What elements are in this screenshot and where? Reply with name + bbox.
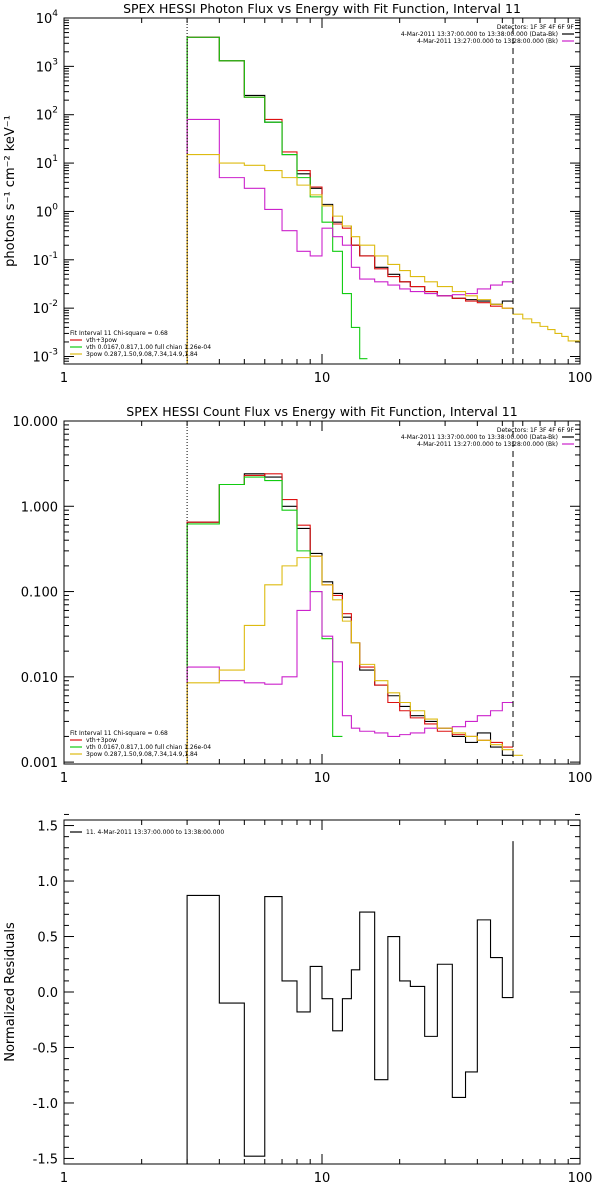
y-tick-label: -0.5 [33,1041,58,1056]
y-tick-label: 0.001 [21,756,58,771]
y-tick-label: 10-1 [32,251,58,269]
legend-entry: 4-Mar-2011 13:27:00.000 to 13:28:00.000 … [417,441,558,448]
legend-entry: vth 0.0167,0.817,1.00 full chian 1.26e-0… [86,344,211,351]
legend-entry: 11. 4-Mar-2011 13:37:00.000 to 13:38:00.… [86,829,224,836]
y-tick-label: 1.5 [37,820,58,835]
series-line-3 [186,476,343,764]
y-tick-label: 0.100 [21,586,58,601]
series-line-4 [186,118,514,364]
legend-entry: vth+3pow [86,737,117,744]
x-tick-label: 10 [314,371,331,386]
series-line-1 [186,36,514,364]
x-tick-label: 100 [568,1171,593,1186]
y-tick-label: -1.0 [33,1097,58,1112]
series-line-2 [186,36,514,364]
y-axis-label: Normalized Residuals [3,922,18,1062]
y-tick-label: 101 [36,154,58,172]
y-tick-label: 102 [36,106,58,124]
legend-entry: Detectors: 1F 3F 4F 6F 9F [497,427,575,434]
series-line-5 [186,555,523,764]
legend-entry: Fit Interval 11 Chi-square = 0.68 [70,330,168,337]
y-tick-label: 10-3 [32,348,58,366]
chart-title: SPEX HESSI Count Flux vs Energy with Fit… [126,404,517,419]
y-tick-label: 103 [36,57,58,75]
legend-entry: 4-Mar-2011 13:37:00.000 to 13:38:00.000 … [401,434,558,441]
series-line-5 [186,154,580,364]
legend-entry: 3pow 0.287,1.50,9.08,7.34,14.9,1.84 [86,751,198,758]
y-tick-label: 10.000 [13,415,59,430]
series-line-1 [186,841,514,1164]
legend-entry: 4-Mar-2011 13:27:00.000 to 13:28:00.000 … [417,38,558,45]
legend-entry: Fit Interval 11 Chi-square = 0.68 [70,730,168,737]
legend-entry: Detectors: 1F 3F 4F 6F 9F [497,24,575,31]
series-line-3 [186,36,368,364]
x-tick-label: 1 [60,771,68,786]
series-line-1 [186,473,514,764]
y-tick-label: -1.5 [33,1152,58,1167]
x-tick-label: 1 [60,371,68,386]
chart-title: SPEX HESSI Photon Flux vs Energy with Fi… [123,1,521,16]
series-line-2 [186,473,514,764]
x-tick-label: 100 [568,371,593,386]
chart-panel-1: SPEX HESSI Photon Flux vs Energy with Fi… [3,1,592,386]
y-tick-label: 10-2 [32,299,58,317]
x-tick-label: 10 [314,771,331,786]
y-tick-label: 0.5 [37,931,58,946]
y-tick-label: 1.000 [21,500,58,515]
y-tick-label: 0.010 [21,671,58,686]
chart-panel-3: 1 10 100 1.5 1.0 0.5 0.0 -0.5 -1.0 -1.5 Normalized… [3,813,593,1186]
y-tick-label: 1.0 [37,875,58,890]
legend-entry: vth+3pow [86,337,117,344]
x-tick-label: 1 [60,1171,68,1186]
y-axis-label: photons s⁻¹ cm⁻² keV⁻¹ [3,115,18,267]
x-tick-label: 10 [314,1171,331,1186]
series-line-4 [186,591,514,764]
legend-entry: 3pow 0.287,1.50,9.08,7.34,14.9,1.84 [86,351,198,358]
y-tick-label: 100 [36,202,59,220]
legend-entry: vth 0.0167,0.817,1.00 full chian 1.26e-0… [86,744,211,751]
legend-entry: 4-Mar-2011 13:37:00.000 to 13:38:00.000 … [401,31,558,38]
chart-panel-2: SPEX HESSI Count Flux vs Energy with Fit… [13,404,593,786]
y-tick-label: 0.0 [37,986,58,1001]
x-tick-label: 100 [568,771,593,786]
y-tick-label: 104 [36,9,59,27]
